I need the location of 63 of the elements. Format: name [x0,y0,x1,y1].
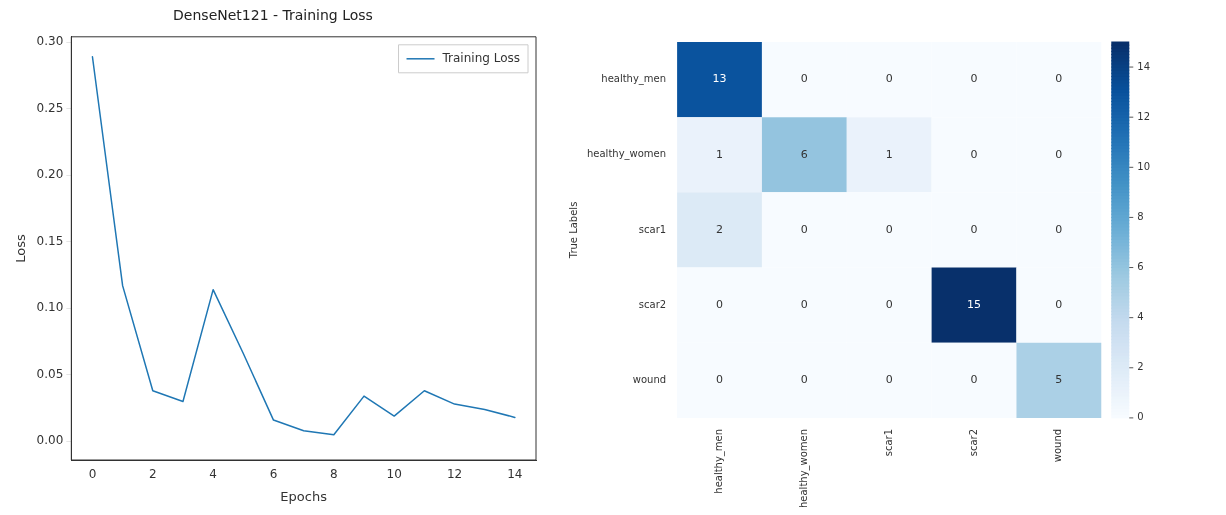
data-label: 2 [716,222,724,236]
data-label: 0 [800,222,808,236]
y-tick-label: scar1 [638,223,667,235]
data-label: 0 [970,72,978,86]
data-label: 13 [712,72,727,86]
color-bar-label: 8 [1137,211,1144,223]
x-axis-title: Epochs [280,488,328,504]
x-tick-label: 12 [446,467,463,482]
y-tick-label: 0.05 [36,366,64,381]
x-tick-label: healthy_men [713,428,726,494]
y-axis-title: Loss [13,233,29,263]
data-label: 0 [885,373,893,387]
data-label: 0 [716,373,724,387]
chart-title: DenseNet121 - Training Loss [173,7,373,24]
data-label: 1 [716,147,724,161]
y-tick-label: 0.15 [36,233,64,248]
data-label: 0 [885,222,893,236]
data-label: 0 [1055,72,1063,86]
y-tick-label: 0.25 [36,100,64,115]
x-tick-label: 10 [386,467,402,482]
x-tick-label: scar1 [882,428,894,457]
data-label: 0 [970,222,978,236]
color-bar-label: 0 [1137,411,1144,423]
data-label: 1 [885,147,893,161]
y-tick-label: 0.10 [36,300,64,315]
data-label: 0 [1055,297,1063,311]
y-axis-title: True Labels [567,201,579,260]
x-tick-label: healthy_women [797,428,810,509]
data-label: 0 [970,147,978,161]
data-label: 5 [1055,373,1063,387]
x-tick-label: scar2 [967,428,979,457]
y-tick-label: 0.20 [36,167,64,182]
y-tick-label: healthy_men [601,73,667,86]
color-bar-label: 4 [1137,311,1144,323]
data-label: 0 [885,72,893,86]
color-bar-label: 12 [1137,110,1151,122]
x-tick-label: 14 [507,467,523,482]
data-label: 0 [1055,222,1063,236]
data-label: 0 [800,373,808,387]
data-label: 0 [1055,147,1063,161]
color-bar-label: 10 [1137,160,1151,172]
y-tick-label: 0.00 [36,433,64,448]
color-bar-label: 2 [1137,361,1144,373]
x-tick-label: 6 [269,467,278,482]
x-tick-label: 8 [330,467,338,482]
data-label: 15 [967,297,982,311]
data-label: 0 [885,297,893,311]
y-tick-label: 0.30 [36,34,64,49]
x-tick-label: wound [1052,428,1064,463]
y-tick-label: wound [632,373,667,385]
data-label: 0 [970,373,978,387]
data-label: 0 [800,297,808,311]
x-tick-label: 0 [88,467,97,482]
y-tick-label: healthy_women [586,148,667,161]
legend-label: Training Loss [441,50,520,65]
x-tick-label: 4 [209,467,217,482]
data-label: 0 [800,72,808,86]
color-bar-label: 14 [1137,60,1151,72]
data-label: 6 [800,147,808,161]
x-tick-label: 2 [148,467,157,482]
y-tick-label: scar2 [638,298,667,310]
color-bar-label: 6 [1137,261,1144,273]
data-label: 0 [716,297,724,311]
